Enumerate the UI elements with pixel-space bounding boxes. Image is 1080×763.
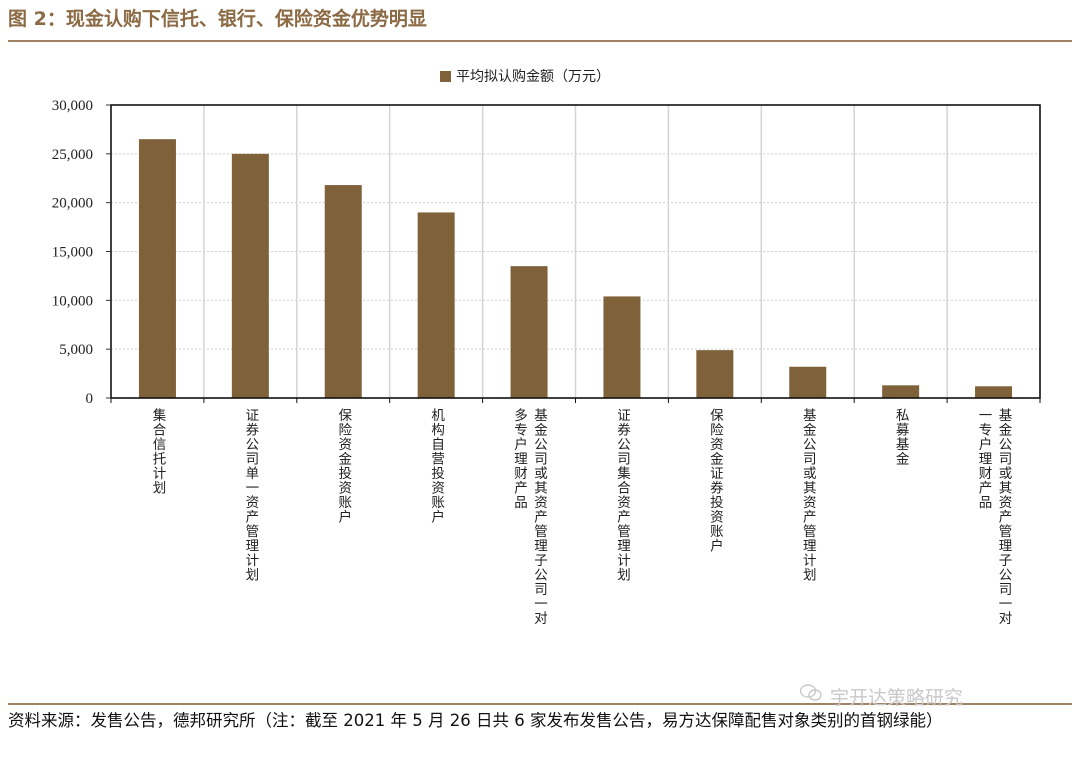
bar [138,139,176,398]
watermark-text: 宇开达策略研究 [830,687,964,709]
x-tick-label: 基金公司或其资产管理子公司一对 多专户理财产品 [511,408,548,626]
source-note: 资料来源：发售公告，德邦研究所（注：截至 2021 年 5 月 26 日共 6 … [8,711,943,730]
x-tick-label: 基金公司或其资产管理计划 [799,408,816,582]
x-tick-label: 保险资金投资账户 [335,408,352,524]
x-tick-label: 证券公司集合资产管理计划 [613,408,630,582]
y-tick-label: 5,000 [59,342,93,358]
bar [975,386,1013,398]
bar [789,366,827,398]
y-tick-label: 10,000 [52,293,93,309]
source-rule [8,703,1072,705]
x-tick-label: 集合信托计划 [149,408,166,495]
bar [603,296,641,398]
title-rule [8,40,1072,42]
x-tick-label: 证券公司单一资产管理计划 [242,408,259,582]
wechat-icon [800,684,822,701]
y-tick-label: 15,000 [52,245,93,261]
bar [417,212,455,398]
figure-title: 图 2：现金认购下信托、银行、保险资金优势明显 [8,8,427,30]
legend: 平均拟认购金额（万元） [440,69,610,85]
bar [882,385,920,398]
legend-swatch [440,71,451,82]
x-tick-label: 私募基金 [892,408,909,466]
x-tick-label: 机构自营投资账户 [428,408,445,524]
y-tick-label: 20,000 [52,196,93,212]
bar [510,266,548,398]
bars [138,139,1013,398]
x-tick-label: 基金公司或其资产管理子公司一对 一专户理财产品 [975,408,1012,626]
y-tick-label: 30,000 [52,98,93,114]
bar [231,153,269,398]
bar [696,350,734,398]
x-tick-label: 保险资金证券投资账户 [706,408,723,553]
bar [324,185,362,398]
legend-label: 平均拟认购金额（万元） [456,69,610,85]
y-tick-label: 0 [86,391,94,407]
y-tick-label: 25,000 [52,147,93,163]
bar-chart: 平均拟认购金额（万元） 0 5,000 10,000 15,000 20,000 25,0… [52,69,1041,407]
